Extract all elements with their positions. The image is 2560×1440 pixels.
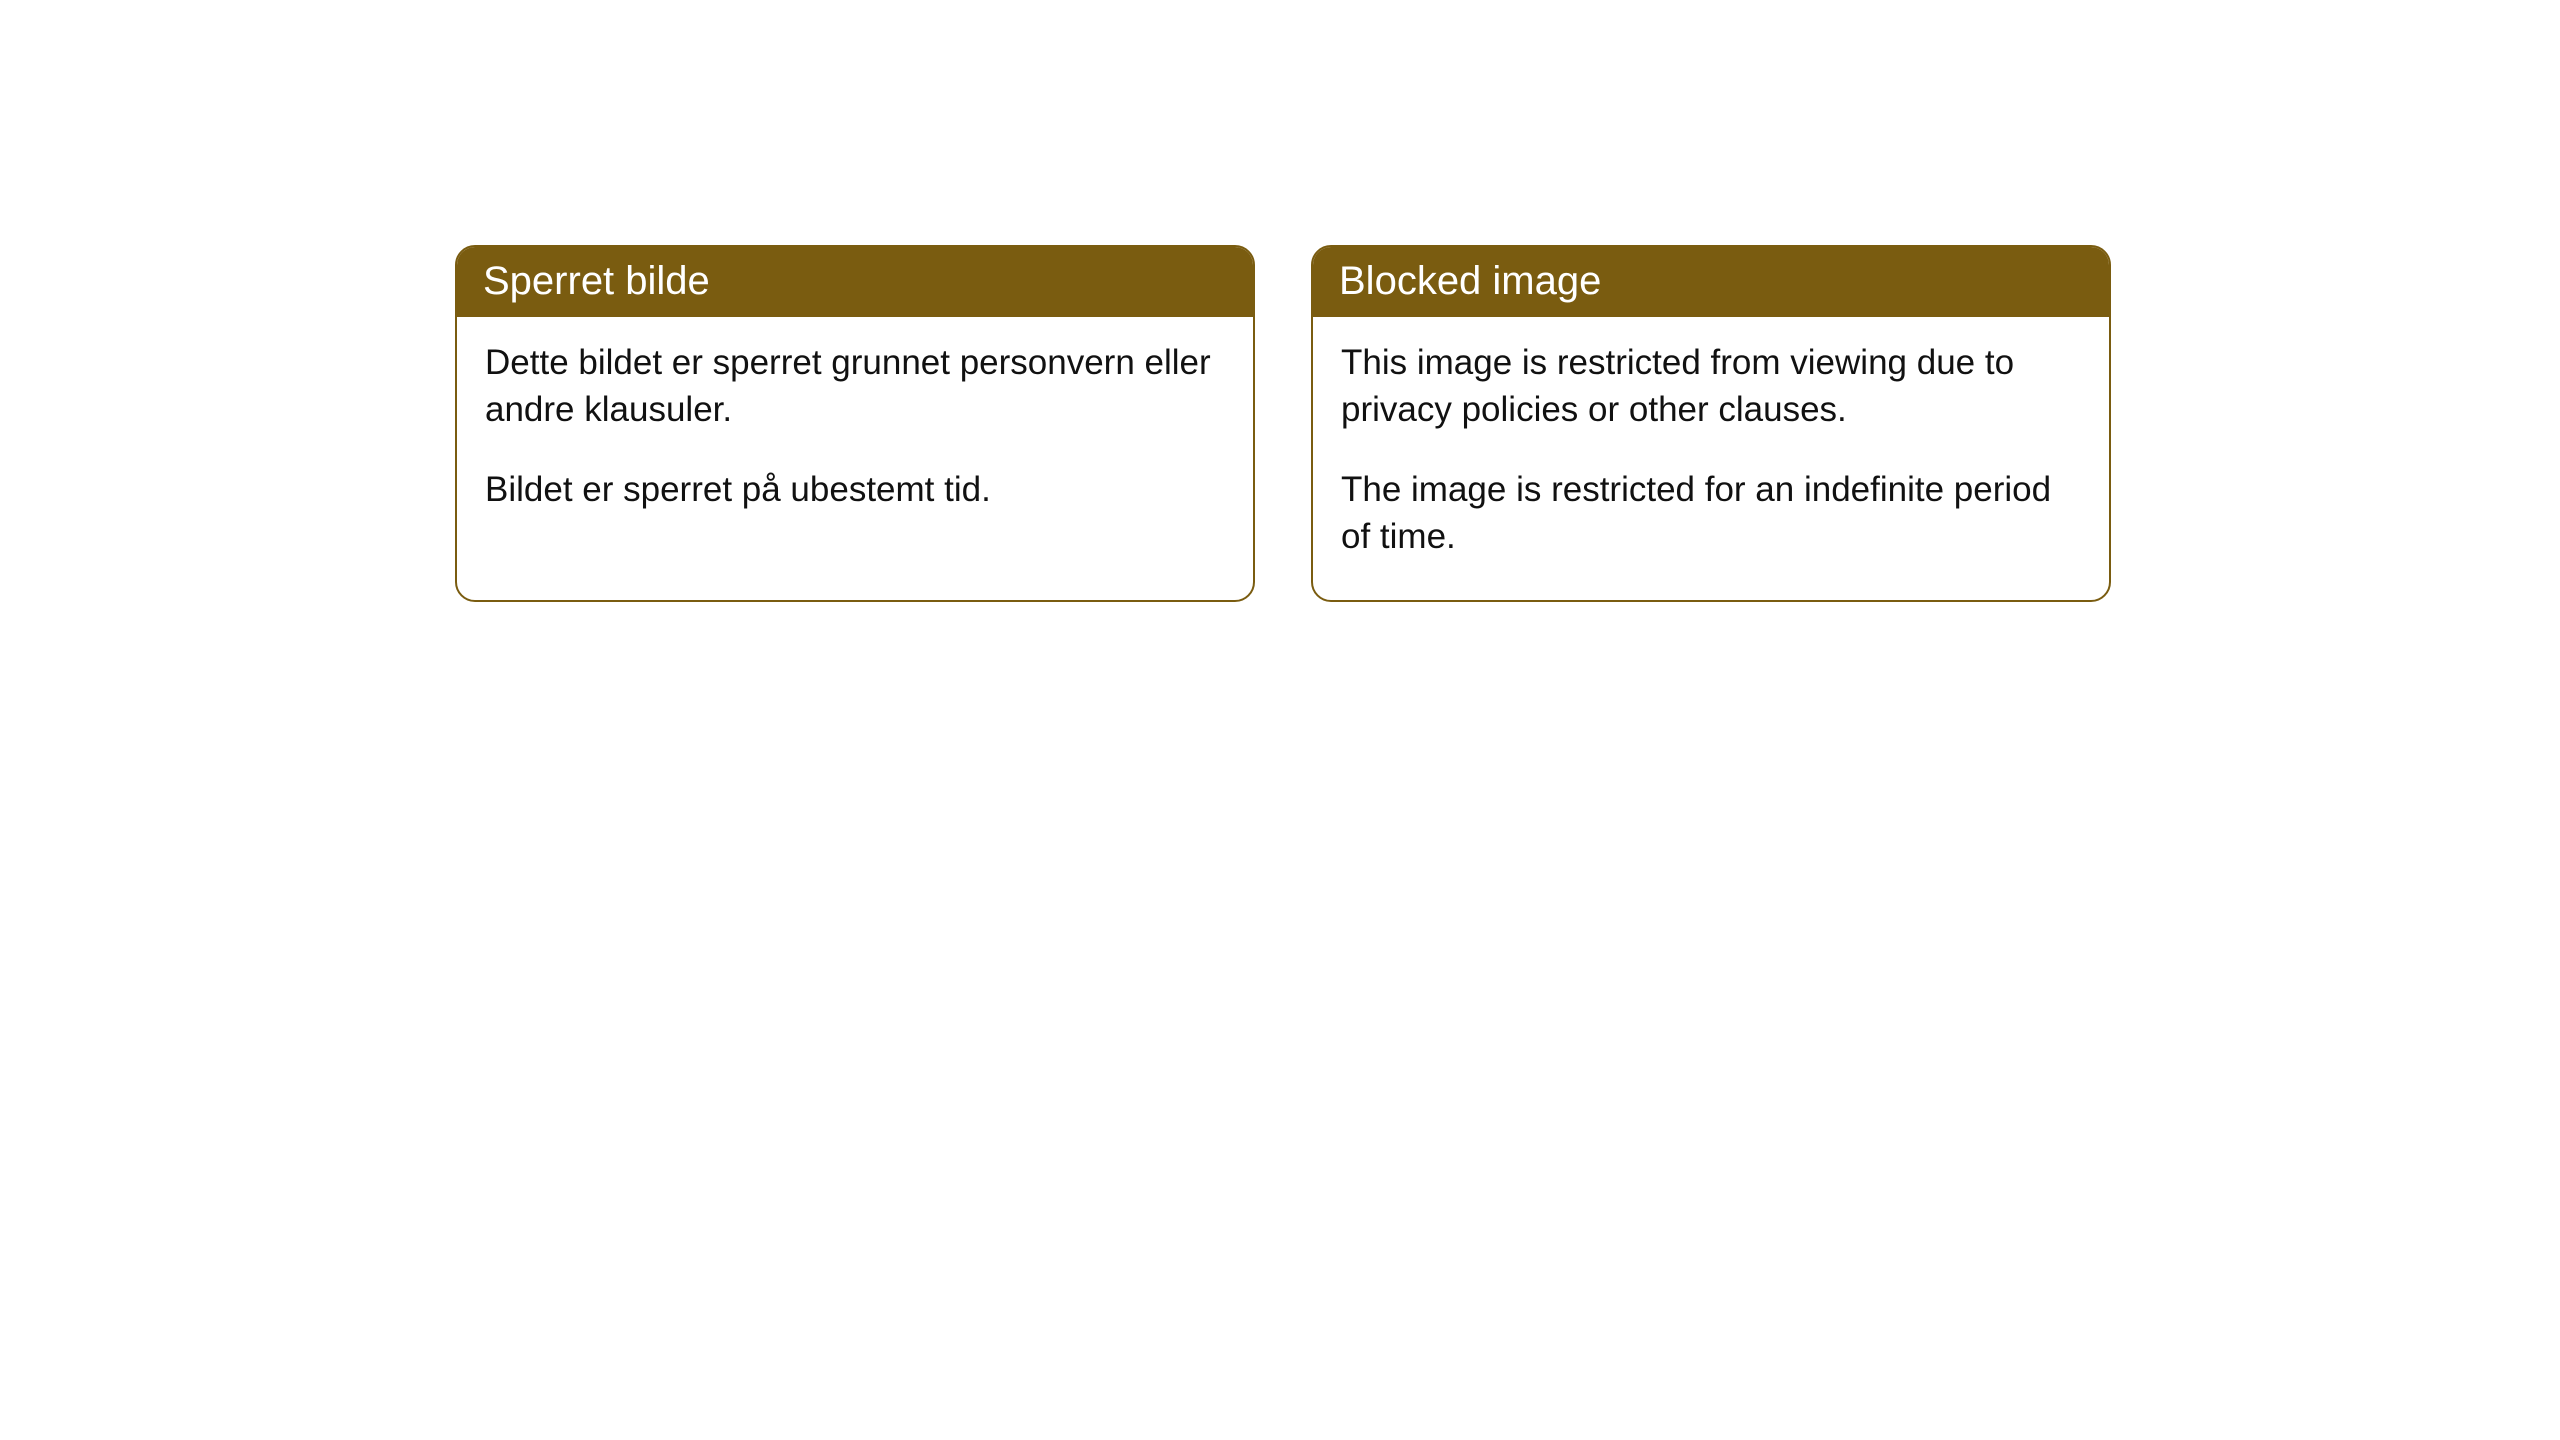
card-title-en: Blocked image (1339, 259, 1601, 303)
card-paragraph-1-en: This image is restricted from viewing du… (1341, 339, 2081, 434)
card-title-no: Sperret bilde (483, 259, 710, 303)
card-paragraph-2-no: Bildet er sperret på ubestemt tid. (485, 466, 1225, 513)
card-paragraph-1-no: Dette bildet er sperret grunnet personve… (485, 339, 1225, 434)
blocked-image-card-en: Blocked image This image is restricted f… (1311, 245, 2111, 602)
card-header-en: Blocked image (1313, 247, 2109, 317)
card-paragraph-2-en: The image is restricted for an indefinit… (1341, 466, 2081, 561)
card-header-no: Sperret bilde (457, 247, 1253, 317)
cards-container: Sperret bilde Dette bildet er sperret gr… (455, 245, 2560, 602)
blocked-image-card-no: Sperret bilde Dette bildet er sperret gr… (455, 245, 1255, 602)
card-body-en: This image is restricted from viewing du… (1313, 317, 2109, 600)
card-body-no: Dette bildet er sperret grunnet personve… (457, 317, 1253, 553)
